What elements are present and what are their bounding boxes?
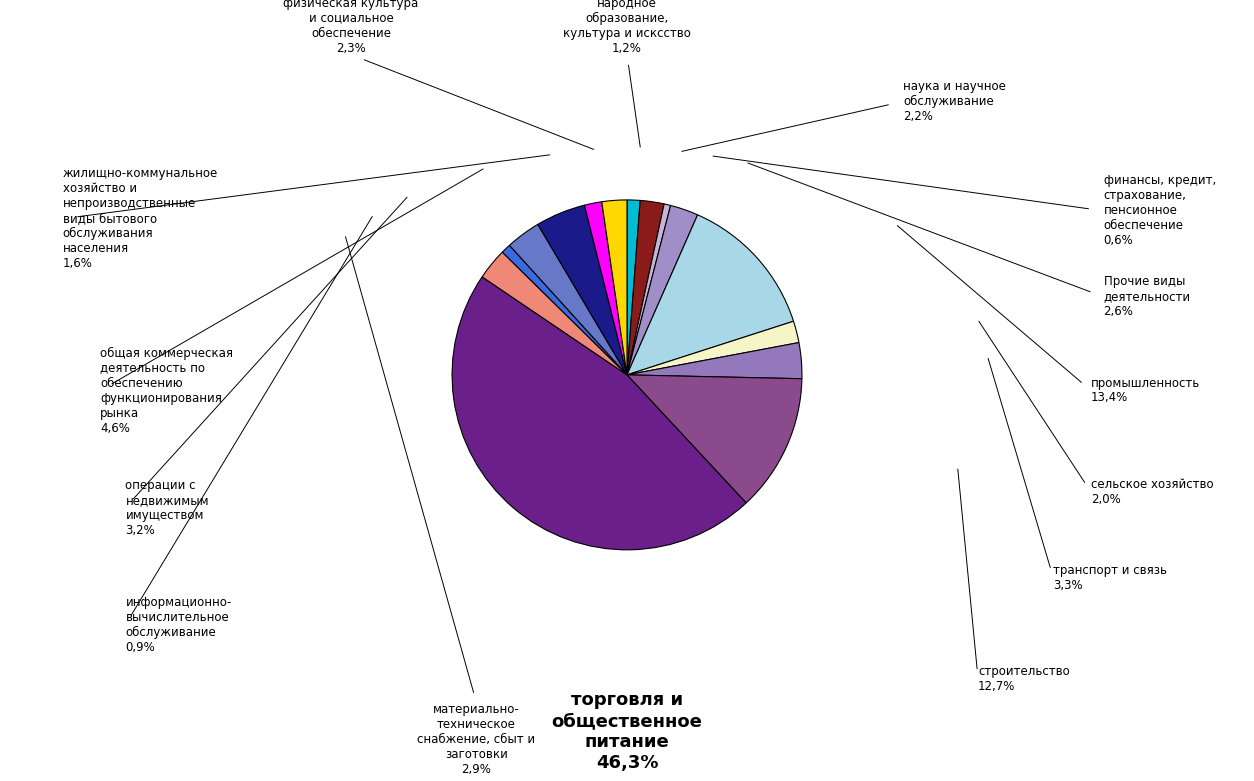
Text: жилищно-коммунальное
хозяйство и
непроизводственные
виды бытового
обслуживания
н: жилищно-коммунальное хозяйство и непроиз…	[63, 167, 218, 270]
Wedge shape	[627, 321, 799, 375]
Text: строительство
12,7%: строительство 12,7%	[978, 665, 1070, 694]
Wedge shape	[509, 224, 627, 375]
Wedge shape	[503, 245, 627, 375]
Wedge shape	[584, 201, 627, 375]
Text: транспорт и связь
3,3%: транспорт и связь 3,3%	[1053, 564, 1167, 592]
Text: наука и научное
обслуживание
2,2%: наука и научное обслуживание 2,2%	[903, 80, 1006, 123]
Text: операции с
недвижимым
имуществом
3,2%: операции с недвижимым имуществом 3,2%	[125, 479, 209, 537]
Text: общая коммерческая
деятельность по
обеспечению
функционирования
рынка
4,6%: общая коммерческая деятельность по обесп…	[100, 347, 233, 434]
Wedge shape	[538, 205, 627, 375]
Text: торговля и
общественное
питание
46,3%: торговля и общественное питание 46,3%	[552, 691, 702, 772]
Wedge shape	[627, 204, 671, 375]
Text: промышленность
13,4%: промышленность 13,4%	[1091, 376, 1200, 405]
Text: информационно-
вычислительное
обслуживание
0,9%: информационно- вычислительное обслуживан…	[125, 596, 232, 654]
Wedge shape	[627, 205, 697, 375]
Wedge shape	[627, 215, 794, 375]
Wedge shape	[602, 200, 627, 375]
Wedge shape	[482, 252, 627, 375]
Wedge shape	[451, 276, 746, 550]
Text: Прочие виды
деятельности
2,6%: Прочие виды деятельности 2,6%	[1104, 275, 1190, 319]
Text: народное
образование,
культура и исксство
1,2%: народное образование, культура и исксств…	[563, 0, 691, 55]
Text: сельское хозяйство
2,0%: сельское хозяйство 2,0%	[1091, 478, 1214, 506]
Wedge shape	[627, 200, 641, 375]
Text: материально-
техническое
снабжение, сбыт и
заготовки
2,9%: материально- техническое снабжение, сбыт…	[418, 703, 535, 776]
Text: здравоохранение,
физическая культура
и социальное
обеспечение
2,3%: здравоохранение, физическая культура и с…	[283, 0, 419, 55]
Wedge shape	[627, 343, 803, 379]
Wedge shape	[627, 375, 801, 503]
Text: финансы, кредит,
страхование,
пенсионное
обеспечение
0,6%: финансы, кредит, страхование, пенсионное…	[1104, 174, 1216, 248]
Wedge shape	[627, 201, 665, 375]
